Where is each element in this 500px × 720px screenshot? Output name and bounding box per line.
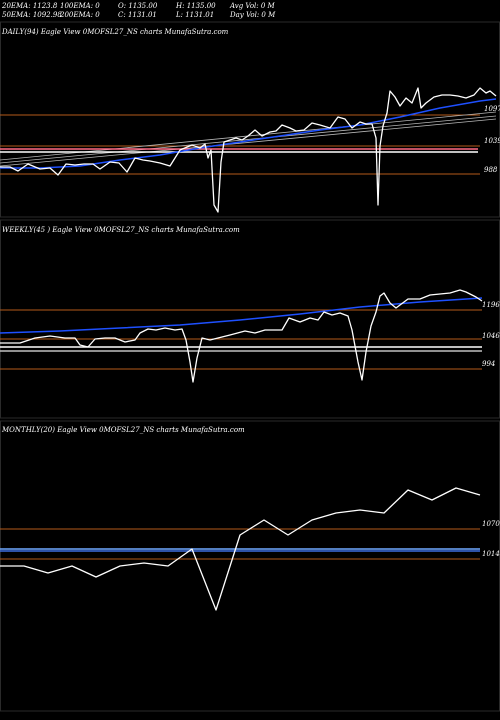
daily-panel-frame — [0, 21, 500, 218]
daily-price-line — [0, 87, 497, 213]
monthly-panel-frame — [0, 420, 500, 712]
monthly-ytick-2: 1014 — [482, 550, 500, 558]
low-value: L: 1131.01 — [176, 11, 215, 19]
ema100-value: 100EMA: 0 — [60, 2, 100, 10]
ema50-value: 50EMA: 1092.98 — [2, 11, 62, 19]
monthly-price-line — [0, 487, 481, 611]
ema20-value: 20EMA: 1123.8 — [2, 2, 58, 10]
daily-ema-line — [0, 98, 497, 169]
high-value: H: 1135.00 — [176, 2, 216, 10]
weekly-panel-title: WEEKLY(45 ) Eagle View 0MOFSL27_NS chart… — [2, 226, 240, 234]
weekly-chart — [0, 289, 483, 383]
daily-panel-title: DAILY(94) Eagle View 0MOFSL27_NS charts … — [2, 28, 229, 36]
close-value: C: 1131.01 — [118, 11, 157, 19]
open-value: O: 1135.00 — [118, 2, 158, 10]
ema200-value: 200EMA: 0 — [60, 11, 100, 19]
daily-trend2-line — [0, 115, 497, 164]
weekly-price-line — [0, 289, 483, 383]
monthly-panel-title: MONTHLY(20) Eagle View 0MOFSL27_NS chart… — [2, 426, 245, 434]
weekly-ema-line — [0, 297, 483, 334]
daily-ytick-3: 988 — [484, 166, 498, 174]
daily-ytick-1: 1097 — [484, 105, 500, 113]
weekly-ytick-2: 1046 — [482, 332, 500, 340]
day-vol-value: Day Vol: 0 M — [230, 11, 276, 19]
daily-chart — [0, 87, 497, 213]
daily-trend3-line — [0, 118, 497, 167]
weekly-ytick-3: 994 — [482, 360, 495, 368]
weekly-ytick-1: 1196 — [482, 301, 500, 309]
monthly-ytick-1: 1070 — [482, 520, 500, 528]
monthly-chart — [0, 487, 481, 611]
avg-vol-value: Avg Vol: 0 M — [230, 2, 275, 10]
